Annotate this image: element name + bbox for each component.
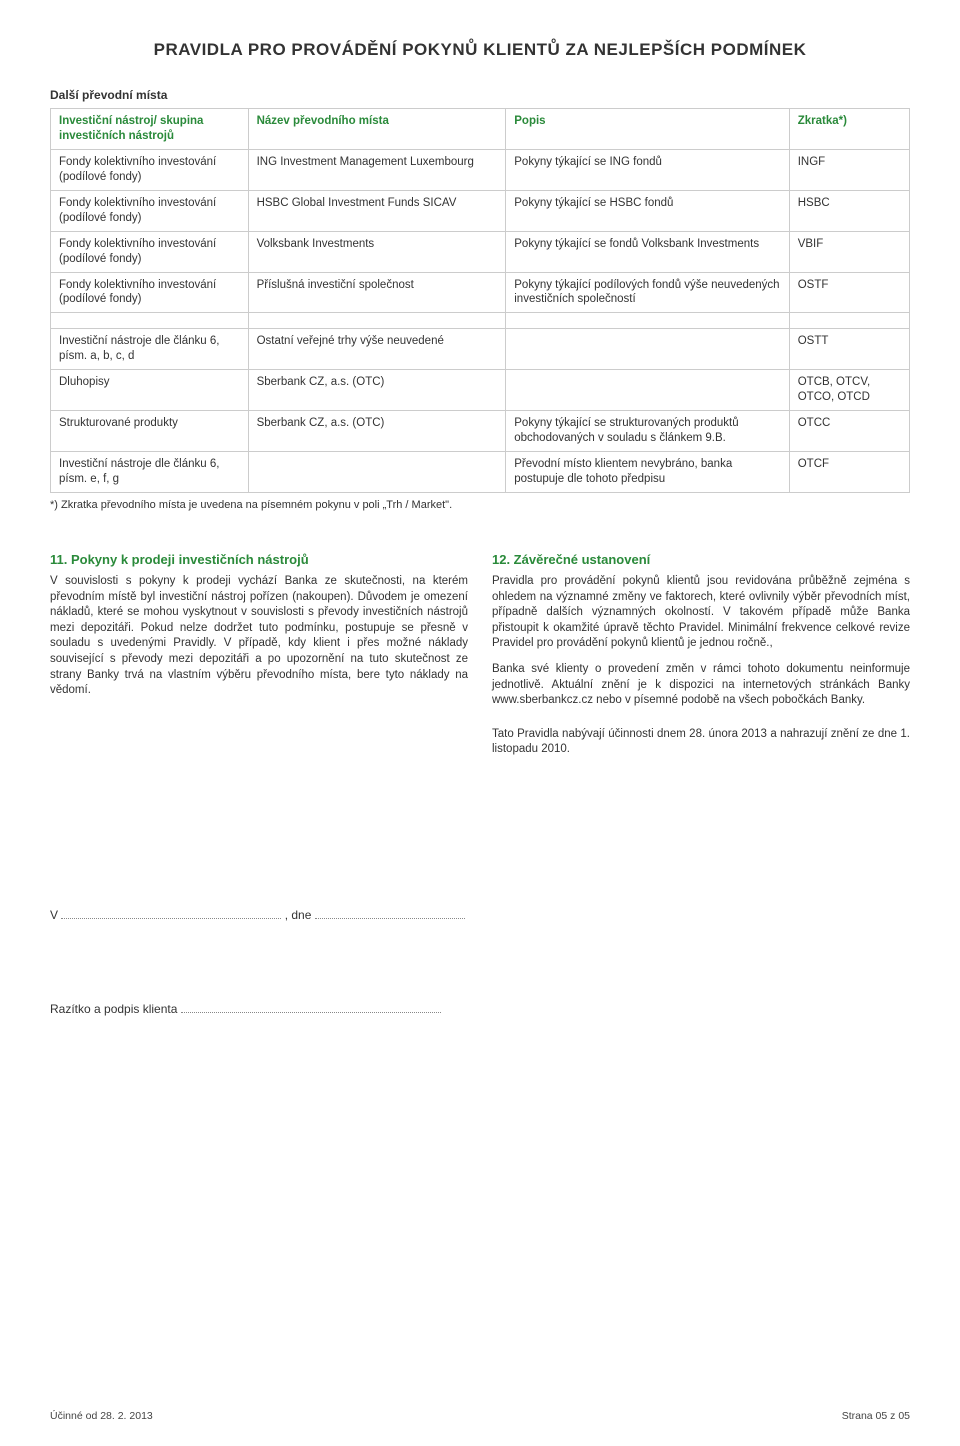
table-row: Fondy kolektivního investování (podílové… xyxy=(51,190,910,231)
cell-venue: Sberbank CZ, a.s. (OTC) xyxy=(248,370,506,411)
table-row: Fondy kolektivního investování (podílové… xyxy=(51,149,910,190)
signature-field[interactable] xyxy=(181,1003,441,1013)
stamp-signature-line: Razítko a podpis klienta xyxy=(50,1002,910,1016)
th-venue: Název převodního místa xyxy=(248,109,506,150)
footer-right: Strana 05 z 05 xyxy=(842,1410,910,1422)
cell-instrument: Fondy kolektivního investování (podílové… xyxy=(51,190,249,231)
main-table: Investiční nástroj/ skupina investičních… xyxy=(50,108,910,493)
cell-code: INGF xyxy=(789,149,909,190)
location-field[interactable] xyxy=(61,909,281,919)
cell-venue: Ostatní veřejné trhy výše neuvedené xyxy=(248,329,506,370)
stamp-label: Razítko a podpis klienta xyxy=(50,1002,177,1016)
place-date-line: V , dne xyxy=(50,908,910,922)
cell-instrument: Fondy kolektivního investování (podílové… xyxy=(51,272,249,313)
table-row: Dluhopisy Sberbank CZ, a.s. (OTC) OTCB, … xyxy=(51,370,910,411)
cell-code: OSTF xyxy=(789,272,909,313)
cell-description: Pokyny týkající se fondů Volksbank Inves… xyxy=(506,231,789,272)
table-row: Investiční nástroje dle článku 6, písm. … xyxy=(51,329,910,370)
section-12-title: 12. Závěrečné ustanovení xyxy=(492,551,910,569)
column-right: 12. Závěrečné ustanovení Pravidla pro pr… xyxy=(492,551,910,768)
table-row: Fondy kolektivního investování (podílové… xyxy=(51,272,910,313)
cell-description: Pokyny týkající se HSBC fondů xyxy=(506,190,789,231)
spacer-row xyxy=(51,313,910,329)
section-11-title: 11. Pokyny k prodeji investičních nástro… xyxy=(50,551,468,569)
table-caption: Další převodní místa xyxy=(50,88,910,102)
column-left: 11. Pokyny k prodeji investičních nástro… xyxy=(50,551,468,768)
cell-venue: Sberbank CZ, a.s. (OTC) xyxy=(248,411,506,452)
section-11-body: V souvislosti s pokyny k prodeji vychází… xyxy=(50,574,468,698)
section-12-p3: Tato Pravidla nabývají účinnosti dnem 28… xyxy=(492,727,910,758)
location-prefix: V xyxy=(50,908,58,922)
cell-description xyxy=(506,370,789,411)
cell-venue: ING Investment Management Luxembourg xyxy=(248,149,506,190)
page: PRAVIDLA PRO PROVÁDĚNÍ POKYNŮ KLIENTŮ ZA… xyxy=(0,0,960,1446)
cell-instrument: Strukturované produkty xyxy=(51,411,249,452)
th-code: Zkratka*) xyxy=(789,109,909,150)
signature-area: V , dne Razítko a podpis klienta xyxy=(50,908,910,1016)
date-label: , dne xyxy=(285,908,312,922)
cell-code: OTCC xyxy=(789,411,909,452)
section-12-p1: Pravidla pro provádění pokynů klientů js… xyxy=(492,574,910,652)
page-footer: Účinné od 28. 2. 2013 Strana 05 z 05 xyxy=(50,1410,910,1422)
cell-code: OSTT xyxy=(789,329,909,370)
cell-venue: HSBC Global Investment Funds SICAV xyxy=(248,190,506,231)
document-title: PRAVIDLA PRO PROVÁDĚNÍ POKYNŮ KLIENTŮ ZA… xyxy=(50,40,910,60)
cell-code: HSBC xyxy=(789,190,909,231)
cell-description: Převodní místo klientem nevybráno, banka… xyxy=(506,452,789,493)
cell-venue: Příslušná investiční společnost xyxy=(248,272,506,313)
cell-description xyxy=(506,329,789,370)
cell-venue xyxy=(248,452,506,493)
table-row: Fondy kolektivního investování (podílové… xyxy=(51,231,910,272)
cell-venue: Volksbank Investments xyxy=(248,231,506,272)
cell-description: Pokyny týkající podílových fondů výše ne… xyxy=(506,272,789,313)
table-footnote: *) Zkratka převodního místa je uvedena n… xyxy=(50,499,910,511)
cell-code: OTCF xyxy=(789,452,909,493)
cell-instrument: Dluhopisy xyxy=(51,370,249,411)
footer-left: Účinné od 28. 2. 2013 xyxy=(50,1410,153,1422)
body-columns: 11. Pokyny k prodeji investičních nástro… xyxy=(50,551,910,768)
cell-description: Pokyny týkající se ING fondů xyxy=(506,149,789,190)
table-header-row: Investiční nástroj/ skupina investičních… xyxy=(51,109,910,150)
section-12-p2: Banka své klienty o provedení změn v rám… xyxy=(492,662,910,709)
th-instrument: Investiční nástroj/ skupina investičních… xyxy=(51,109,249,150)
th-description: Popis xyxy=(506,109,789,150)
cell-instrument: Fondy kolektivního investování (podílové… xyxy=(51,149,249,190)
table-row: Strukturované produkty Sberbank CZ, a.s.… xyxy=(51,411,910,452)
date-field[interactable] xyxy=(315,909,465,919)
cell-code: VBIF xyxy=(789,231,909,272)
cell-instrument: Investiční nástroje dle článku 6, písm. … xyxy=(51,452,249,493)
table-row: Investiční nástroje dle článku 6, písm. … xyxy=(51,452,910,493)
cell-instrument: Fondy kolektivního investování (podílové… xyxy=(51,231,249,272)
cell-code: OTCB, OTCV, OTCO, OTCD xyxy=(789,370,909,411)
cell-instrument: Investiční nástroje dle článku 6, písm. … xyxy=(51,329,249,370)
cell-description: Pokyny týkající se strukturovaných produ… xyxy=(506,411,789,452)
